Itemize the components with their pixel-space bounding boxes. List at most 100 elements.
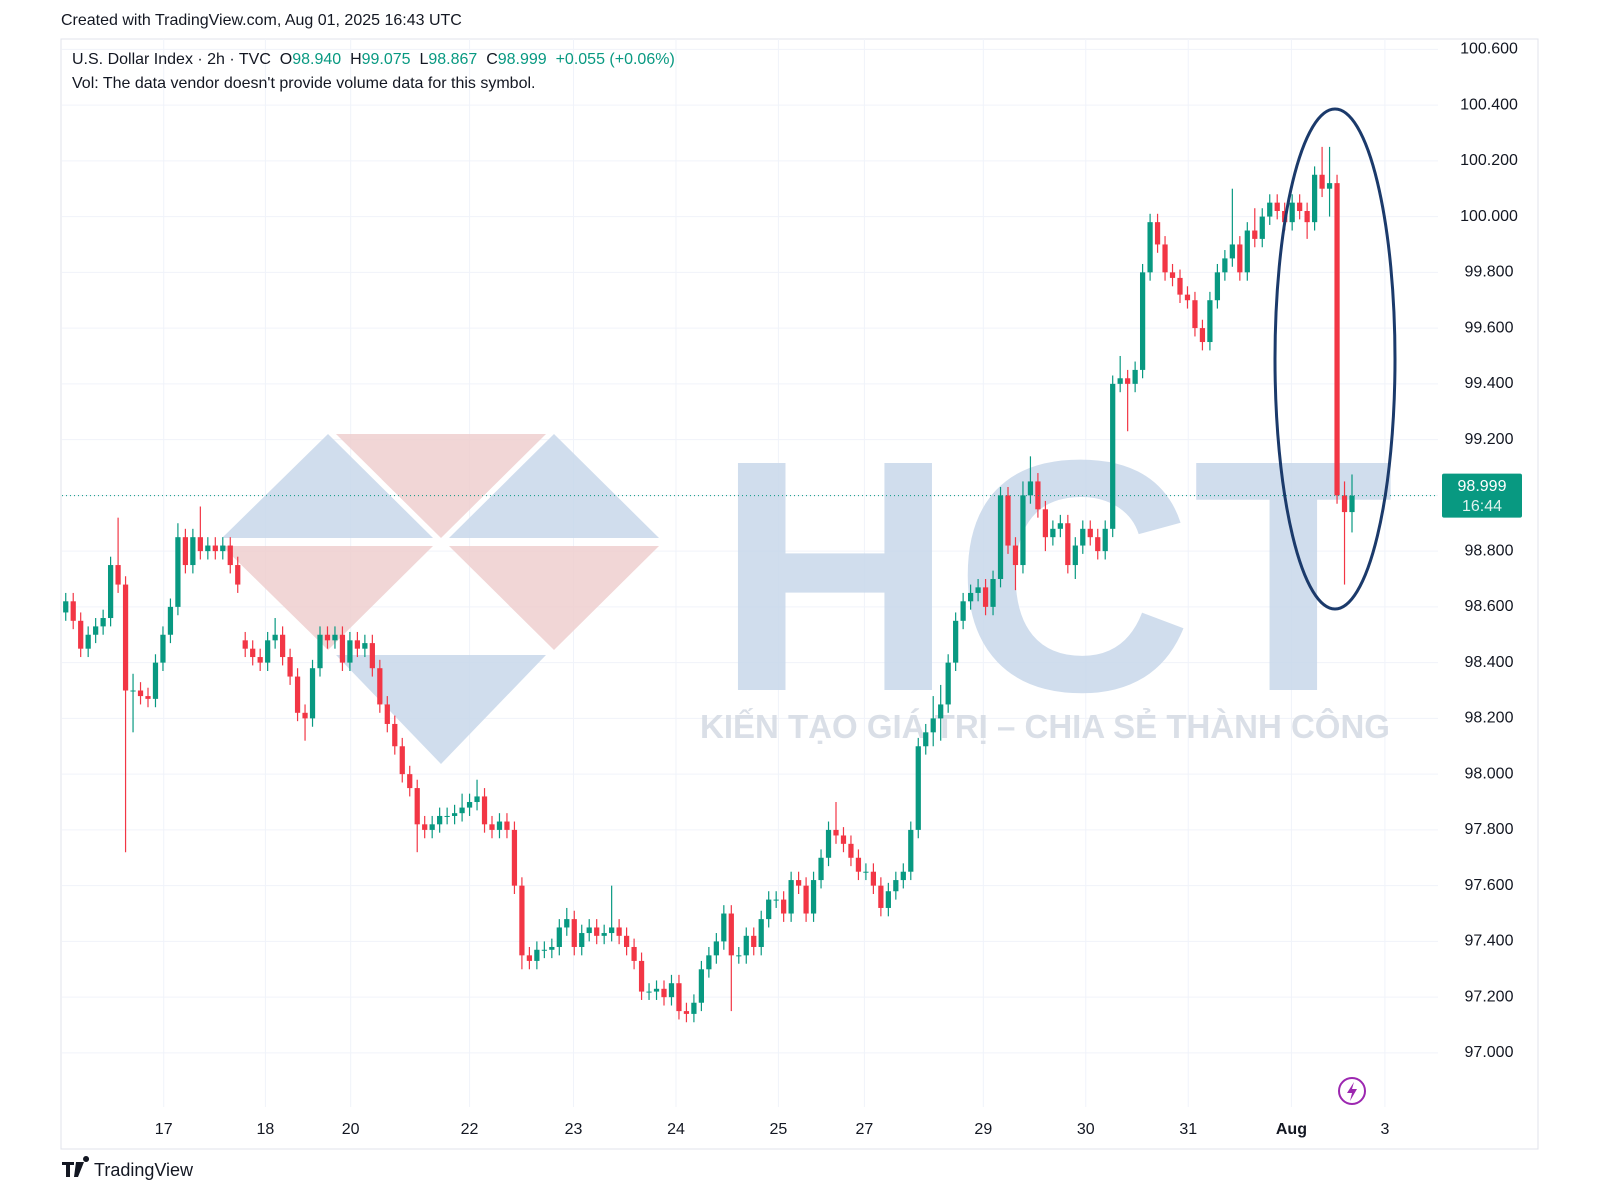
candle-body: [900, 871, 906, 881]
candle-body: [1274, 202, 1280, 212]
candle-body: [1207, 300, 1213, 343]
y-tick-label: 98.800: [1465, 542, 1514, 559]
candles: [62, 146, 1438, 1023]
lightning-icon[interactable]: [1338, 1077, 1366, 1105]
y-tick-label: 98.600: [1465, 598, 1514, 615]
candle-body: [698, 969, 705, 1003]
y-tick-label: 98.400: [1465, 654, 1514, 671]
symbol: U.S. Dollar Index · 2h · TVC: [72, 51, 271, 68]
candle-body: [736, 955, 742, 957]
candle-body: [354, 640, 361, 649]
candle-body: [623, 935, 630, 947]
candle-body: [70, 601, 76, 621]
candle-body: [653, 988, 660, 992]
candle-body: [1057, 523, 1063, 529]
watermark-slogan: KIẾN TẠO GIÁ TRỊ – CHIA SẺ THÀNH CÔNG: [700, 707, 1390, 745]
candle-body: [265, 640, 271, 663]
candle-body: [1110, 383, 1116, 529]
y-tick-label: 100.600: [1460, 41, 1518, 58]
candle-body: [1304, 211, 1310, 223]
candle-body: [287, 657, 293, 677]
candle-body: [167, 606, 174, 635]
candle-body: [279, 634, 286, 658]
candle-body: [728, 913, 734, 956]
candle-body: [1177, 277, 1183, 295]
candle-body: [541, 949, 547, 951]
candle-body: [661, 988, 667, 998]
c-value: 98.999: [497, 51, 547, 68]
candle-body: [414, 788, 420, 825]
l-label: L: [419, 51, 429, 68]
candle-body: [377, 668, 383, 705]
y-tick-label: 97.200: [1465, 988, 1514, 1005]
candle-body: [1341, 495, 1348, 513]
candle-body: [444, 815, 450, 817]
candle-body: [1252, 230, 1258, 239]
candle-body: [1020, 495, 1026, 566]
candle-body: [1289, 202, 1295, 223]
candle-body: [594, 927, 600, 936]
candle-body: [362, 643, 368, 649]
candle-body: [579, 933, 585, 947]
x-tick-label: 27: [856, 1121, 874, 1138]
candle-body: [945, 662, 951, 705]
candle-body: [982, 587, 989, 607]
candle-body: [250, 648, 256, 658]
logo-shape: [336, 434, 546, 538]
candle-body: [1237, 244, 1243, 273]
candle-body: [1244, 230, 1250, 273]
candle-body: [145, 696, 151, 699]
watermark-logo: HCT: [716, 391, 1394, 760]
candle-body: [825, 829, 832, 858]
candle-body: [152, 662, 159, 699]
candle-body: [713, 941, 719, 956]
candle-body: [721, 913, 727, 942]
candle-body: [878, 885, 884, 908]
candle-body: [795, 880, 802, 886]
l-value: 98.867: [428, 51, 478, 68]
candle-body: [571, 919, 577, 947]
candle-body: [885, 891, 891, 908]
candle-body: [646, 991, 652, 993]
candle-body: [1326, 183, 1333, 189]
axes: 97.000 97.200 97.400 97.600 97.800 98.000 98.2…: [155, 41, 1522, 1138]
y-tick-label: 99.400: [1465, 375, 1514, 392]
candle-body: [422, 824, 428, 830]
candle-body: [810, 880, 817, 914]
candle-body: [324, 634, 331, 641]
change: +0.055 (+0.06%): [555, 51, 675, 68]
c-label: C: [486, 51, 498, 68]
candle-body: [915, 746, 921, 830]
lightning-glyph: [1347, 1082, 1357, 1101]
candle-body: [182, 537, 189, 566]
candle-body: [549, 946, 555, 950]
candle-body: [788, 880, 794, 914]
candle-body: [511, 829, 518, 886]
x-tick-label: 30: [1077, 1121, 1095, 1138]
candle-body: [1065, 523, 1071, 566]
candle-body: [1214, 272, 1221, 301]
y-tick-label: 97.000: [1465, 1044, 1514, 1061]
candle-body: [235, 565, 241, 585]
candle-body: [1162, 244, 1168, 273]
candle-body: [1297, 202, 1303, 212]
candle-body: [78, 620, 84, 649]
x-tick-label: 24: [667, 1121, 685, 1138]
candle-body: [496, 821, 503, 830]
candle-body: [833, 829, 839, 836]
candle-body: [489, 824, 495, 830]
candle-body: [586, 927, 592, 934]
candle-body: [1319, 174, 1325, 189]
candle-body: [1147, 222, 1153, 273]
candle-body: [893, 880, 899, 892]
candle-body: [466, 802, 473, 808]
candle-body: [1012, 545, 1019, 566]
candle-body: [668, 983, 675, 998]
candle-body: [1027, 481, 1034, 496]
candle-body: [803, 885, 809, 914]
candle-body: [930, 718, 936, 733]
candle-body: [1349, 495, 1355, 513]
candle-body: [1154, 222, 1161, 245]
